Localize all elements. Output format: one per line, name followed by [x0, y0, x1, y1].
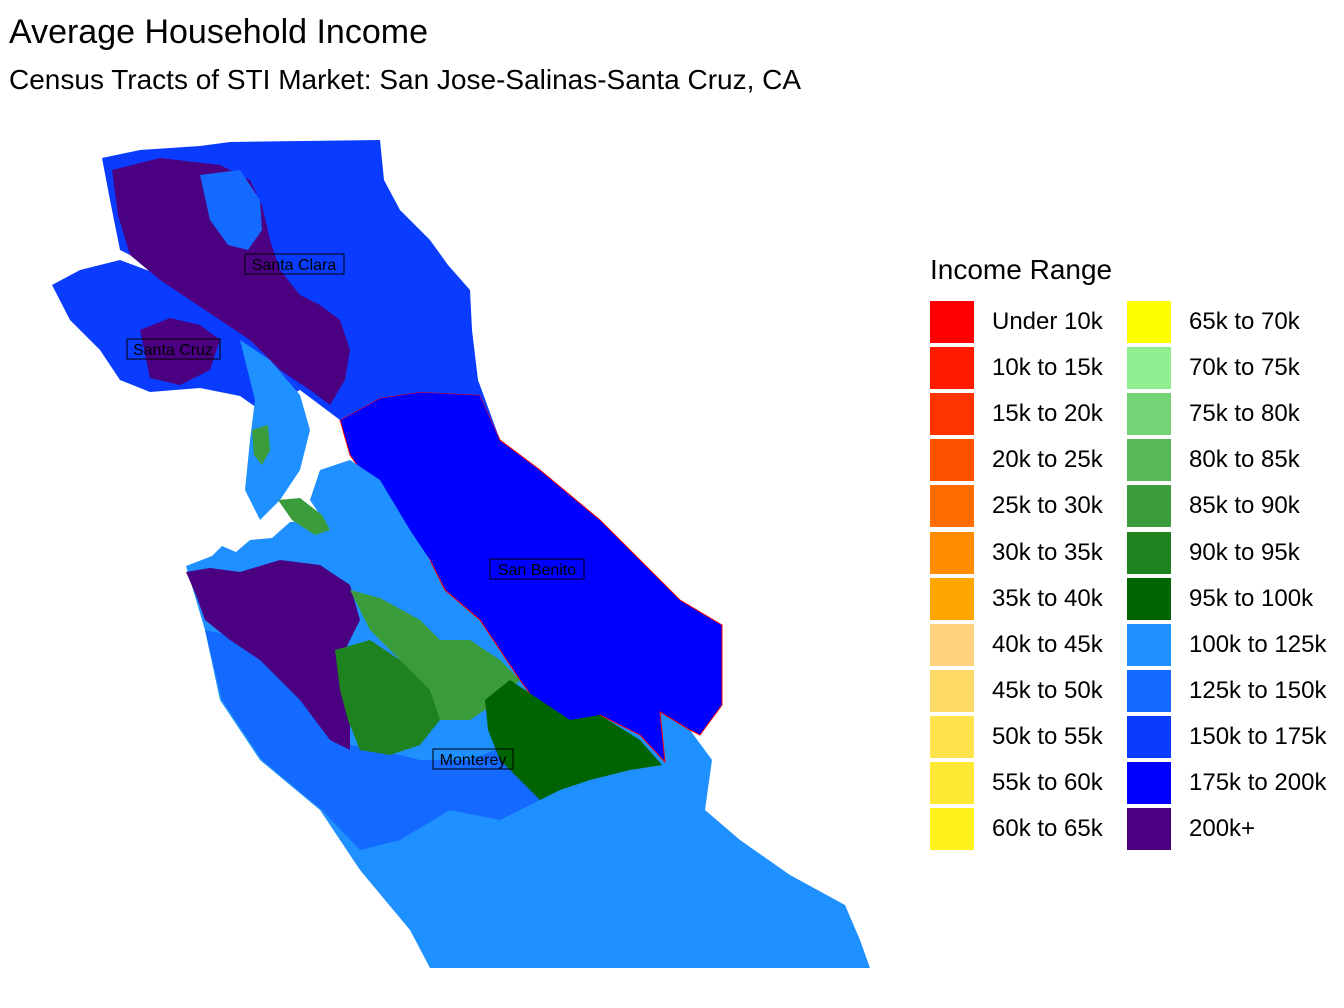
legend-swatch: [930, 762, 974, 804]
region-santa-cruz-light: [240, 340, 310, 520]
region-monterey-purple: [186, 560, 360, 750]
legend-label: 90k to 95k: [1189, 538, 1300, 566]
region-north-green: [278, 498, 330, 535]
legend-swatch: [930, 301, 974, 343]
legend-label: 30k to 35k: [992, 538, 1103, 566]
legend-swatch: [1127, 623, 1171, 666]
legend-label: 35k to 40k: [992, 584, 1103, 612]
legend-label: 60k to 65k: [992, 815, 1103, 843]
region-salinas-light: [310, 460, 440, 620]
region-monterey-green-dark: [335, 640, 440, 755]
legend-swatch: [930, 577, 974, 620]
legend-swatch: [1127, 808, 1171, 851]
legend-label: 20k to 25k: [992, 446, 1103, 474]
legend-swatch: [930, 347, 974, 390]
legend-label: 10k to 15k: [992, 354, 1103, 382]
region-santa-clara-mid: [200, 170, 262, 250]
legend-label: 95k to 100k: [1189, 584, 1314, 612]
legend-swatch: [930, 623, 974, 666]
map-subtitle: Census Tracts of STI Market: San Jose-Sa…: [9, 64, 802, 95]
legend-label: 55k to 60k: [992, 769, 1103, 796]
legend-swatch: [1127, 531, 1171, 574]
legend-swatch: [1127, 577, 1171, 620]
legend-label: 200k+: [1189, 815, 1256, 843]
legend-swatch: [930, 715, 974, 758]
legend-label: 75k to 80k: [1189, 400, 1300, 428]
legend-swatch: [1127, 669, 1171, 712]
legend-grid: Under 10k 10k to 15k 15k to 20k 20k to 25k 2…: [930, 300, 1344, 851]
label-santa-cruz: Santa Cruz: [133, 342, 213, 359]
legend-label: 100k to 125k: [1189, 630, 1327, 658]
legend-swatch: [1127, 715, 1171, 758]
map-title: Average Household Income: [9, 13, 428, 51]
legend-swatch: [1127, 439, 1171, 482]
legend-label: 85k to 90k: [1189, 492, 1300, 520]
legend-label: 40k to 45k: [992, 630, 1103, 658]
legend-swatch: [930, 439, 974, 482]
legend-swatch: [930, 393, 974, 436]
legend-swatch: [1127, 485, 1171, 528]
label-san-benito: San Benito: [498, 562, 576, 579]
legend-swatch: [930, 531, 974, 574]
legend-label: 70k to 75k: [1189, 354, 1300, 382]
legend-label: 15k to 20k: [992, 400, 1103, 428]
legend-label: 80k to 85k: [1189, 446, 1300, 474]
legend-label: Under 10k: [992, 308, 1103, 335]
legend-label: 175k to 200k: [1189, 769, 1327, 796]
legend-title: Income Range: [930, 254, 1113, 285]
region-monterey-green: [350, 590, 520, 720]
legend-swatch: [1127, 762, 1171, 804]
legend: Income Range Under 10k 10k to 15k 15k to 2…: [930, 252, 1344, 851]
legend-swatch: [930, 669, 974, 712]
legend-label: 45k to 50k: [992, 676, 1103, 704]
legend-swatch: [930, 808, 974, 851]
region-santa-cruz-purple: [140, 318, 220, 385]
region-santa-clara-purple: [112, 158, 350, 405]
region-coast-green: [252, 425, 270, 465]
legend-label: 50k to 55k: [992, 722, 1103, 750]
legend-label: 65k to 70k: [1189, 308, 1300, 335]
legend-label: 25k to 30k: [992, 492, 1103, 520]
legend-swatch: [1127, 393, 1171, 436]
legend-label: 150k to 175k: [1189, 722, 1327, 750]
legend-swatch: [1127, 347, 1171, 390]
legend-label: 125k to 150k: [1189, 676, 1327, 704]
label-santa-clara: Santa Clara: [252, 257, 337, 274]
label-monterey: Monterey: [440, 752, 507, 769]
legend-swatch: [930, 485, 974, 528]
legend-swatch: [1127, 301, 1171, 343]
region-monterey-darkgreen: [485, 680, 662, 800]
choropleth-map: Santa Clara Santa Cruz San Benito Monter…: [52, 140, 870, 968]
